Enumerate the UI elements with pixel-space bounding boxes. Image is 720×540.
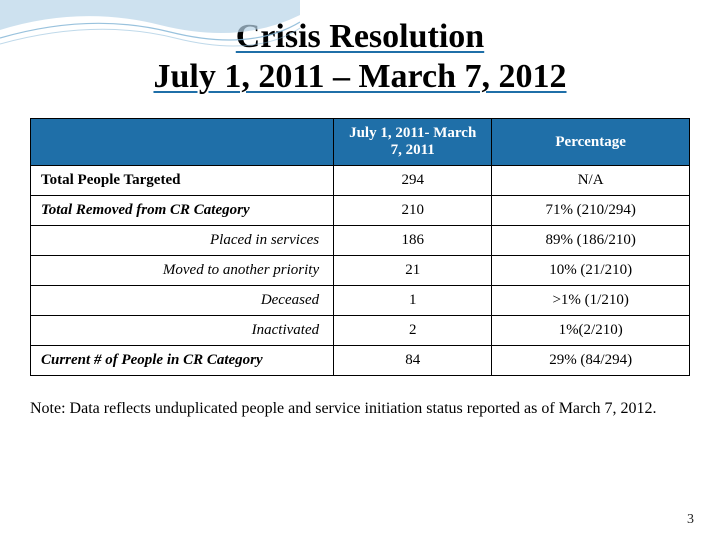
row-pct: >1% (1/210) (492, 286, 690, 316)
table-row: Inactivated 2 1%(2/210) (31, 316, 690, 346)
row-label: Total Removed from CR Category (31, 196, 334, 226)
table-row: Moved to another priority 21 10% (21/210… (31, 256, 690, 286)
row-pct: 1%(2/210) (492, 316, 690, 346)
row-value: 21 (334, 256, 492, 286)
header-blank (31, 119, 334, 166)
row-pct: N/A (492, 166, 690, 196)
crisis-resolution-table: July 1, 2011- March 7, 2011 Percentage T… (30, 118, 690, 376)
row-value: 186 (334, 226, 492, 256)
row-value: 294 (334, 166, 492, 196)
table-header-row: July 1, 2011- March 7, 2011 Percentage (31, 119, 690, 166)
table-row: Placed in services 186 89% (186/210) (31, 226, 690, 256)
table-row: Total People Targeted 294 N/A (31, 166, 690, 196)
row-pct: 89% (186/210) (492, 226, 690, 256)
row-value: 1 (334, 286, 492, 316)
header-percentage: Percentage (492, 119, 690, 166)
slide-title: Crisis Resolution July 1, 2011 – March 7… (0, 0, 720, 106)
table-row: Current # of People in CR Category 84 29… (31, 346, 690, 376)
row-label: Deceased (31, 286, 334, 316)
footnote: Note: Data reflects unduplicated people … (30, 398, 690, 420)
row-pct: 29% (84/294) (492, 346, 690, 376)
page-number: 3 (687, 512, 694, 528)
header-period: July 1, 2011- March 7, 2011 (334, 119, 492, 166)
row-label: Moved to another priority (31, 256, 334, 286)
table-row: Total Removed from CR Category 210 71% (… (31, 196, 690, 226)
row-label: Placed in services (31, 226, 334, 256)
row-value: 84 (334, 346, 492, 376)
row-pct: 10% (21/210) (492, 256, 690, 286)
row-value: 210 (334, 196, 492, 226)
row-pct: 71% (210/294) (492, 196, 690, 226)
title-line-1: Crisis Resolution (0, 18, 720, 56)
row-label: Total People Targeted (31, 166, 334, 196)
title-line-2: July 1, 2011 – March 7, 2012 (0, 58, 720, 96)
row-label: Current # of People in CR Category (31, 346, 334, 376)
row-label: Inactivated (31, 316, 334, 346)
row-value: 2 (334, 316, 492, 346)
table-row: Deceased 1 >1% (1/210) (31, 286, 690, 316)
